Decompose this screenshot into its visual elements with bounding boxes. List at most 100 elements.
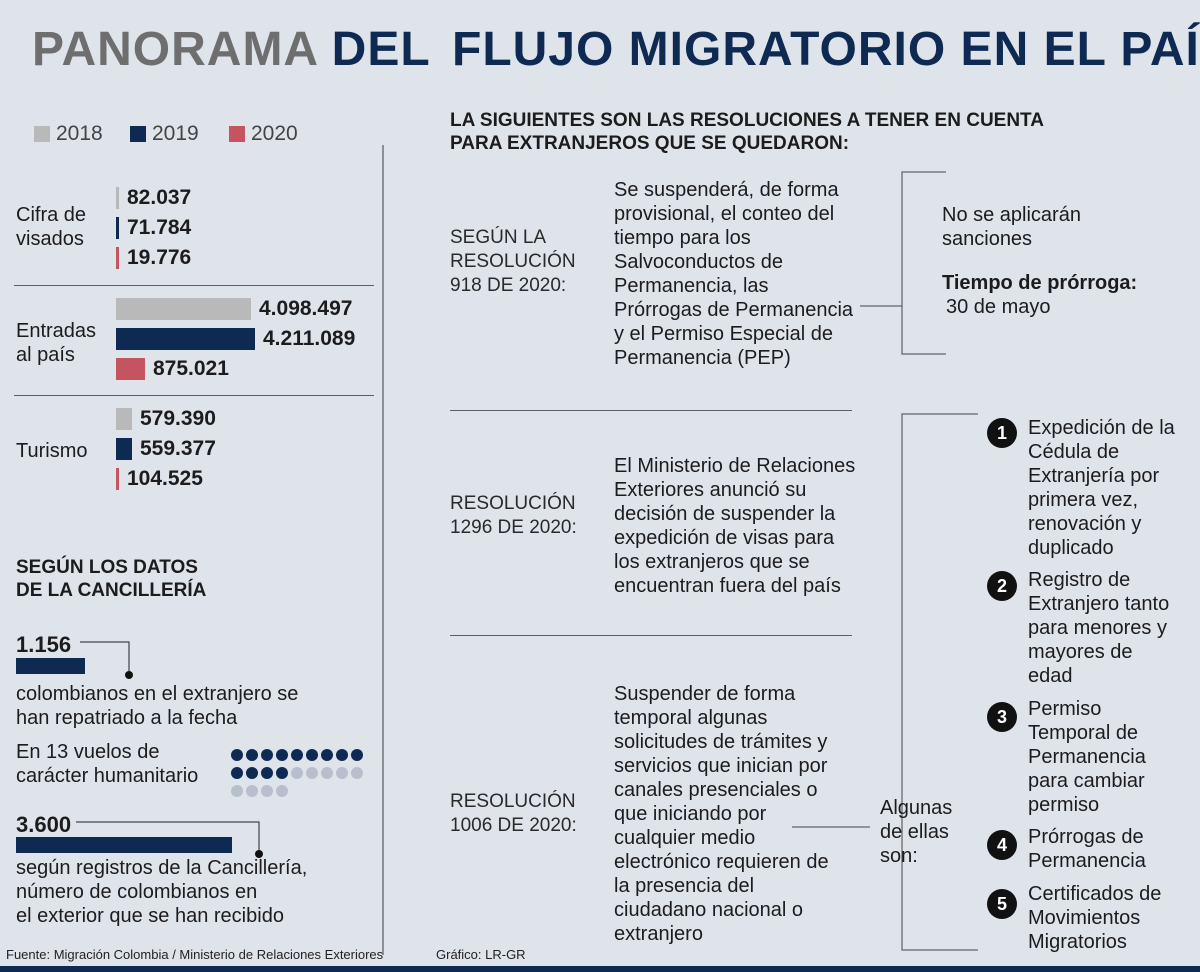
item-3-text: Permiso Temporal de Permanencia para cam…	[1028, 698, 1146, 816]
res1296-text: El Ministerio de Relaciones Exteriores a…	[614, 455, 856, 597]
bar-value-label: 4.211.089	[263, 327, 356, 350]
flight-dot-filled	[231, 767, 243, 779]
footer-source: Fuente: Migración Colombia / Ministerio …	[6, 947, 384, 962]
flight-dot-empty	[306, 767, 318, 779]
bar-value-label: 875.021	[153, 357, 229, 380]
group-separator-2	[14, 395, 374, 396]
title-part-1: PANORAMA	[32, 23, 318, 76]
res918-prorroga-title: Tiempo de prórroga:	[942, 272, 1138, 294]
bar-2-2019	[116, 438, 132, 460]
bar-1-2020	[116, 358, 145, 380]
flight-dot-empty	[261, 785, 273, 797]
repatriated-value: 1.156	[16, 632, 72, 657]
repatriated-bar	[16, 658, 85, 674]
cancilleria-heading-line1: SEGÚN LOS DATOS	[16, 557, 198, 578]
bar-0-2019	[116, 217, 119, 239]
res918-bracket	[860, 171, 946, 355]
flight-dot-filled	[336, 749, 348, 761]
item-5-text: Certificados de Movimientos Migratorios	[1028, 883, 1162, 953]
repatriated-callout-line	[80, 641, 133, 679]
bar-value-label: 19.776	[127, 246, 192, 269]
flight-dot-filled	[276, 749, 288, 761]
group-separator-1	[14, 285, 374, 286]
flight-dot-filled	[276, 767, 288, 779]
legend-item-2018: 2018	[34, 122, 103, 146]
column-divider	[382, 145, 384, 955]
res918-text: Se suspenderá, de forma provisional, el …	[614, 179, 854, 369]
legend-swatch-2019	[130, 126, 146, 142]
title-part-3: FLUJO MIGRATORIO EN EL PAÍS	[452, 23, 1200, 76]
flight-dot-filled	[291, 749, 303, 761]
flight-dot-empty	[351, 767, 363, 779]
received-text: según registros de la Cancillería, númer…	[16, 857, 308, 927]
flight-dots	[231, 748, 371, 802]
item-1-number: 1	[987, 418, 1017, 448]
received-callout-line	[76, 821, 263, 858]
item-2-text: Registro de Extranjero tanto para menore…	[1028, 569, 1170, 687]
group-label-visados: Cifra de visados	[16, 204, 87, 250]
bar-value-label: 104.525	[127, 467, 203, 490]
bar-value-label: 82.037	[127, 186, 192, 209]
flights-text: En 13 vuelos de carácter humanitario	[16, 741, 199, 787]
flight-dot-filled	[261, 767, 273, 779]
bar-1-2018	[116, 298, 251, 320]
flight-dot-filled	[321, 749, 333, 761]
res918-prorroga-value: 30 de mayo	[946, 296, 1051, 318]
flight-dot-empty	[276, 785, 288, 797]
legend-label-2018: 2018	[56, 122, 103, 145]
item-4-text: Prórrogas de Permanencia	[1028, 826, 1146, 872]
item-2-number: 2	[987, 571, 1017, 601]
item-4-number: 4	[987, 830, 1017, 860]
flight-dot-filled	[246, 749, 258, 761]
bar-2-2018	[116, 408, 132, 430]
res-separator-2	[450, 635, 852, 636]
res1006-label: RESOLUCIÓN 1006 DE 2020:	[450, 791, 577, 836]
title-part-2: DEL	[331, 23, 431, 76]
bar-0-2020	[116, 247, 119, 269]
cancilleria-heading-line2: DE LA CANCILLERÍA	[16, 580, 207, 601]
res918-label: SEGÚN LA RESOLUCIÓN 918 DE 2020:	[450, 227, 576, 296]
item-5-number: 5	[987, 889, 1017, 919]
res1006-bracket	[792, 413, 978, 951]
flight-dot-empty	[321, 767, 333, 779]
res1296-label: RESOLUCIÓN 1296 DE 2020:	[450, 493, 577, 538]
group-label-turismo: Turismo	[16, 440, 88, 462]
flight-dot-empty	[336, 767, 348, 779]
bar-2-2020	[116, 468, 119, 490]
bar-0-2018	[116, 187, 119, 209]
legend-item-2020: 2020	[229, 122, 298, 146]
legend-label-2020: 2020	[251, 122, 298, 145]
footer-bar	[0, 966, 1200, 972]
flight-dot-empty	[231, 785, 243, 797]
bar-value-label: 579.390	[140, 407, 216, 430]
group-label-entradas: Entradas al país	[16, 320, 97, 366]
res1006-text: Suspender de forma temporal algunas soli…	[614, 683, 829, 945]
legend-item-2019: 2019	[130, 122, 199, 146]
item-3-number: 3	[987, 702, 1017, 732]
received-bar	[16, 837, 232, 853]
res918-no-sanciones: No se aplicarán sanciones	[942, 204, 1081, 250]
bar-value-label: 4.098.497	[259, 297, 353, 320]
legend-label-2019: 2019	[152, 122, 199, 145]
flight-dot-filled	[261, 749, 273, 761]
flight-dot-empty	[291, 767, 303, 779]
flight-dot-empty	[246, 785, 258, 797]
res-separator-1	[450, 410, 852, 411]
cancilleria-heading: SEGÚN LOS DATOS DE LA CANCILLERÍA	[16, 556, 206, 602]
legend-swatch-2018	[34, 126, 50, 142]
flight-dot-filled	[306, 749, 318, 761]
item-1-text: Expedición de la Cédula de Extranjería p…	[1028, 417, 1175, 559]
legend-swatch-2020	[229, 126, 245, 142]
bar-1-2019	[116, 328, 255, 350]
received-value: 3.600	[16, 812, 72, 837]
resoluciones-heading: LA SIGUIENTES SON LAS RESOLUCIONES A TEN…	[450, 110, 1044, 154]
bar-value-label: 559.377	[140, 437, 216, 460]
flight-dot-filled	[351, 749, 363, 761]
page-title: PANORAMA DEL	[32, 22, 431, 77]
res1006-algunas: Algunas de ellas son:	[880, 797, 953, 867]
footer-credit: Gráfico: LR-GR	[436, 947, 526, 962]
bar-value-label: 71.784	[127, 216, 192, 239]
flight-dot-filled	[246, 767, 258, 779]
repatriated-text: colombianos en el extranjero se han repa…	[16, 683, 299, 729]
flight-dot-filled	[231, 749, 243, 761]
